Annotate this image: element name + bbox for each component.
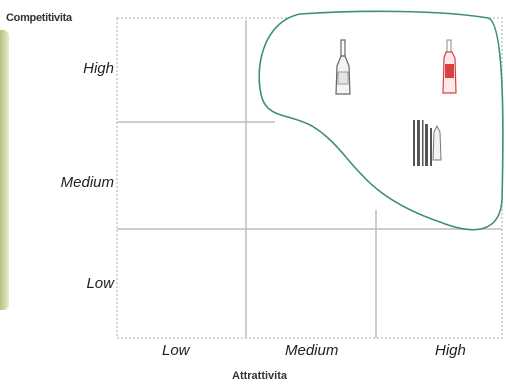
red-bottle-icon (442, 39, 457, 94)
y-axis-title: Competitivita (6, 12, 72, 24)
x-level-high: High (435, 342, 466, 359)
barcode-product-icon (413, 120, 442, 166)
x-axis-title: Attrattivita (232, 370, 288, 382)
y-level-low: Low (86, 275, 114, 292)
x-level-medium: Medium (285, 342, 339, 359)
y-level-high: High (83, 60, 114, 77)
y-level-medium: Medium (60, 174, 114, 191)
left-decorative-strip (0, 30, 9, 310)
high-attractiveness-region (258, 10, 504, 231)
wine-bottle-icon (335, 39, 351, 95)
x-level-low: Low (162, 342, 190, 359)
